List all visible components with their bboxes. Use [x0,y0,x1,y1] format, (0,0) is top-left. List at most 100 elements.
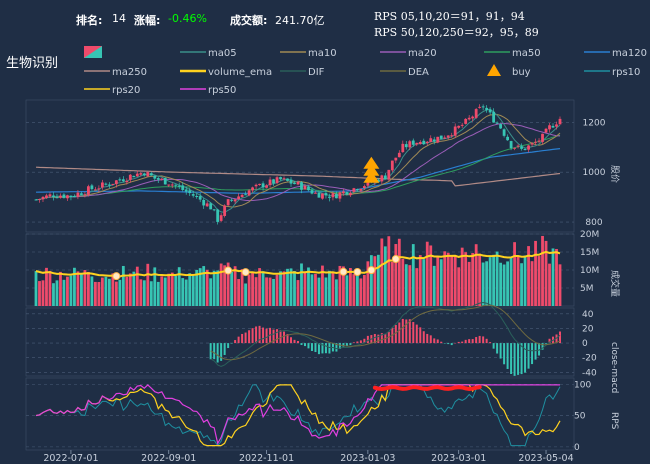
candle-body [38,199,41,201]
rps-tick-label: 50 [574,412,586,422]
candle-body [261,183,265,188]
ma20-line [35,122,561,202]
legend-item: ma20 [380,48,437,59]
volume-bar [408,265,412,306]
macd-histogram-bar [464,339,467,344]
macd-histogram-bar [443,343,446,344]
sector-title: 生物识别 [6,56,59,71]
volume-bar [471,253,475,306]
volume-bar [342,266,345,306]
legend-item: ma120 [584,48,647,59]
macd-histogram-bar [380,333,383,344]
candle-body [352,188,356,192]
volume-bar [59,271,62,306]
macd-histogram-bar [310,343,313,351]
volume-bar [135,266,139,306]
volume-bar [324,277,328,306]
candle-body [286,178,289,181]
candle-body [355,189,359,191]
date-tick-label: 2023-03-01 [431,453,486,464]
volume-bar [527,246,530,306]
candle-body [125,180,129,183]
macd-histogram-bar [234,340,237,344]
macd-histogram-bar [345,343,348,347]
macd-histogram-bar [363,338,366,344]
macd-histogram-bar [220,343,223,361]
candle-body [359,188,363,191]
candle-body [425,141,429,144]
macd-histogram-bar [303,343,306,347]
volume-bar [104,276,108,306]
macd-histogram-bar [324,343,327,354]
volume-bar [163,277,167,306]
volume-bar [202,266,206,306]
panel-frame [25,377,575,451]
candle-body [132,175,136,178]
volume-bar [411,244,415,306]
macd-histogram-bar [300,343,303,345]
volume-bar [237,279,241,306]
volume-bar [481,262,485,306]
volume-bar [41,280,45,306]
macd-histogram-bar [457,341,460,344]
volume-bar [69,275,73,306]
candle-body [474,109,478,118]
candle-body [128,174,132,180]
candle-body [450,135,454,137]
macd-histogram-bar [496,343,499,354]
macd-histogram-bar [408,319,411,344]
candle-body [408,141,412,148]
candle-body [254,184,258,187]
macd-histogram-bar [503,343,506,365]
candle-body [244,194,247,196]
candle-body [282,178,286,180]
legend-item: DIF [280,67,325,78]
volume-bar [502,264,506,306]
candle-body [247,190,251,196]
volume-bar [226,262,230,306]
candle-body [390,160,394,171]
macd-histogram-bar [485,338,488,344]
macd-histogram-bar [468,339,471,344]
macd-histogram-bar [412,322,415,344]
candle-body [314,192,317,194]
volume-bar [558,264,562,306]
volume-bar [244,283,247,306]
volume-bar [121,265,125,306]
candle-body [544,128,548,133]
legend-swatch-candle-down [84,46,102,58]
volume-bar [474,244,478,306]
candle-body [555,124,558,127]
volume-tick-label: 5M [580,284,594,294]
candle-body [153,175,157,179]
volume-bar [247,274,251,306]
volume-bar [195,269,199,306]
volume-bar [251,271,254,306]
macd-histogram-bar [450,343,453,346]
candle-body [174,184,178,186]
rps-strength-band [372,385,482,392]
volume-bar [464,252,468,306]
volume-bar [457,267,461,306]
candle-body [338,192,342,199]
legend-item: rps10 [584,67,640,78]
candle-body [104,183,108,185]
macd-histogram-bar [359,340,362,344]
volume-bar [499,262,503,306]
legend-item [84,46,102,58]
legend-label: ma05 [208,48,237,59]
candle-body [443,137,447,139]
candle-body [205,203,209,207]
macd-histogram-bar [223,343,226,355]
macd-histogram-bar [230,343,233,344]
candle-body [34,199,38,201]
volume-bar [268,277,272,306]
candle-body [345,192,349,195]
macd-histogram-bar [422,331,425,344]
volume-signal-dot [112,272,121,281]
macd-tick-label: 0 [582,339,588,349]
volume-bar [128,273,132,306]
date-tick-label: 2023-01-03 [340,453,395,464]
volume-bar [125,277,129,306]
candle-body [460,124,464,126]
